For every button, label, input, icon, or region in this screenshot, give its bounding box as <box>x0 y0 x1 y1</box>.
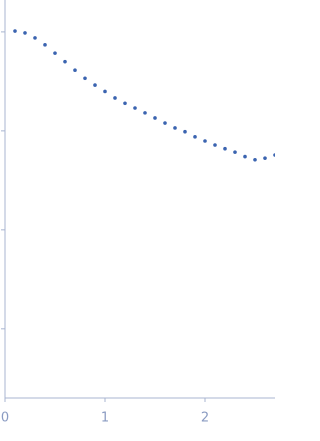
point <box>73 68 77 73</box>
chart: 0 1 2 <box>1 0 277 426</box>
point <box>53 51 57 55</box>
point <box>123 101 127 106</box>
point <box>193 135 197 139</box>
point <box>93 83 97 87</box>
point <box>63 59 67 64</box>
x-tick-label: 2 <box>201 411 209 426</box>
point <box>263 156 267 160</box>
point <box>213 143 217 147</box>
point <box>223 146 227 151</box>
point <box>243 154 247 159</box>
point <box>133 106 137 110</box>
point <box>153 116 157 120</box>
point <box>183 129 187 134</box>
point <box>113 96 117 100</box>
point <box>33 36 37 40</box>
point <box>173 126 177 130</box>
point <box>253 158 257 162</box>
point <box>203 139 207 143</box>
point <box>23 31 27 35</box>
point <box>233 150 237 154</box>
point <box>83 76 87 81</box>
point <box>273 153 277 157</box>
point <box>143 111 147 115</box>
x-tick-label: 1 <box>101 411 109 426</box>
point <box>103 89 107 94</box>
point <box>13 29 17 33</box>
point <box>163 121 167 125</box>
point <box>43 43 47 47</box>
x-tick-label: 0 <box>1 411 9 426</box>
